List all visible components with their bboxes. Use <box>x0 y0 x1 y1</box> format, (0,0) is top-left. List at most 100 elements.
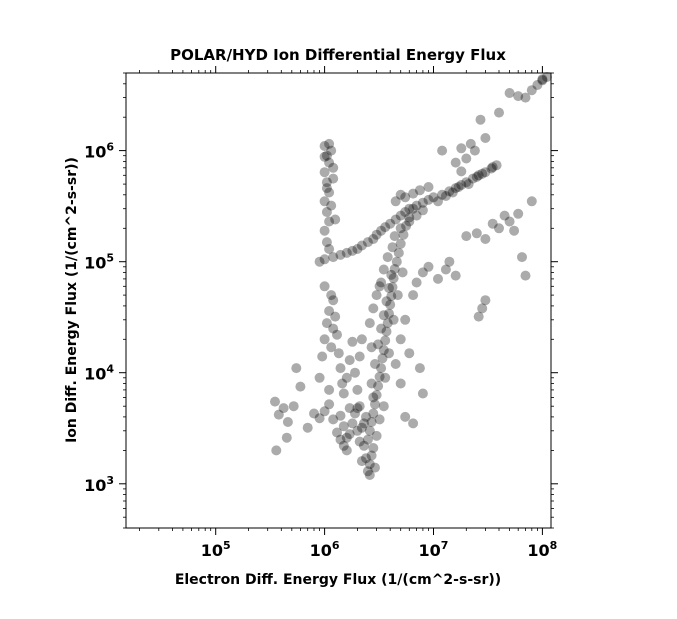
data-point <box>374 281 385 292</box>
data-point <box>338 388 349 399</box>
x-axis-label: Electron Diff. Energy Flux (1/(cm^2-s-sr… <box>175 572 501 588</box>
data-point <box>352 244 363 254</box>
data-point <box>319 151 330 162</box>
data-point <box>341 445 352 456</box>
data-point <box>278 403 289 414</box>
data-points <box>270 72 552 480</box>
data-point <box>271 445 282 456</box>
data-point <box>337 378 348 389</box>
data-point <box>494 107 504 118</box>
data-point <box>408 418 419 429</box>
data-point <box>326 290 337 301</box>
data-point <box>302 422 313 433</box>
data-point <box>408 290 419 301</box>
data-point <box>324 384 335 395</box>
data-point <box>338 440 349 451</box>
data-point <box>282 417 293 427</box>
data-point <box>356 456 367 467</box>
data-point <box>526 85 537 96</box>
data-point <box>319 254 330 265</box>
data-point <box>281 432 292 443</box>
data-point <box>341 432 352 443</box>
data-point <box>499 210 510 221</box>
data-point <box>408 188 419 199</box>
data-point <box>397 267 408 278</box>
data-point <box>384 308 394 319</box>
y-tick-label: 104 <box>84 363 114 384</box>
data-point <box>475 114 486 125</box>
data-point <box>423 194 434 205</box>
data-point <box>364 470 375 480</box>
data-point <box>390 196 401 207</box>
data-point <box>324 306 335 316</box>
data-point <box>450 270 461 281</box>
data-point <box>456 166 467 177</box>
data-point <box>391 256 402 267</box>
data-point <box>314 372 325 383</box>
data-point <box>359 440 369 451</box>
data-point <box>447 187 458 198</box>
data-point <box>541 72 552 82</box>
data-point <box>335 363 346 374</box>
data-point <box>537 74 548 85</box>
data-point <box>389 231 400 242</box>
data-point <box>328 414 339 425</box>
data-point <box>324 244 335 254</box>
data-point <box>385 299 396 310</box>
data-point <box>526 196 537 207</box>
data-point <box>393 247 404 258</box>
data-point <box>382 252 393 263</box>
y-axis-label: Ion Diff. Energy Flux (1/(cm^2-s-sr)) <box>64 157 80 443</box>
data-point <box>371 430 382 441</box>
data-point <box>423 261 434 272</box>
data-point <box>366 417 377 427</box>
data-point <box>378 401 389 412</box>
data-point <box>456 180 467 190</box>
plot-frame <box>125 72 552 529</box>
data-point <box>494 223 504 234</box>
data-point <box>437 189 448 200</box>
data-point <box>390 359 401 369</box>
data-point <box>319 406 330 417</box>
data-point <box>364 425 375 436</box>
data-point <box>374 414 385 425</box>
data-point <box>400 207 411 217</box>
data-point <box>414 185 425 196</box>
data-point <box>450 157 461 168</box>
data-point <box>400 192 411 203</box>
axis-ticks: 105 106 107 108 103 104 105 106 <box>84 66 558 560</box>
data-point <box>380 335 391 346</box>
data-point <box>520 92 531 103</box>
data-point <box>352 384 363 395</box>
data-point <box>341 247 352 258</box>
data-point <box>376 323 387 334</box>
data-point <box>324 157 335 168</box>
data-point <box>444 256 455 267</box>
data-point <box>433 273 443 284</box>
data-point <box>491 160 502 171</box>
x-tick-label: 108 <box>527 539 557 560</box>
data-point <box>411 210 422 221</box>
data-point <box>368 408 379 419</box>
data-point <box>411 277 422 288</box>
data-point <box>362 237 373 248</box>
data-point <box>366 450 377 461</box>
data-point <box>328 173 339 184</box>
chart-title: POLAR/HYD Ion Differential Energy Flux <box>170 46 506 64</box>
data-point <box>404 203 415 214</box>
data-point <box>335 410 346 421</box>
data-point <box>444 186 455 197</box>
data-point <box>417 388 428 399</box>
data-point <box>364 459 375 470</box>
data-point <box>378 310 389 321</box>
data-point <box>361 411 371 422</box>
data-point <box>314 413 325 424</box>
data-point <box>382 318 393 329</box>
data-point <box>354 436 365 447</box>
data-point <box>428 192 439 203</box>
data-point <box>370 359 380 369</box>
data-point <box>380 372 391 383</box>
data-point <box>473 311 484 322</box>
data-point <box>328 323 339 334</box>
data-point <box>319 196 330 207</box>
